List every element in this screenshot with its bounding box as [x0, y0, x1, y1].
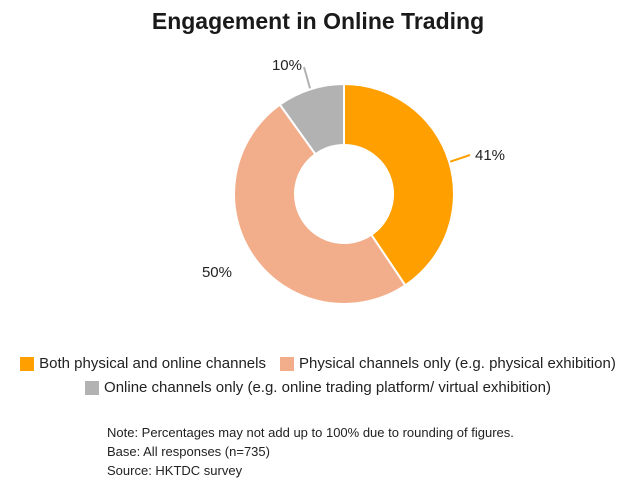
donut-slices — [233, 82, 455, 305]
label-online: 10% — [272, 57, 302, 74]
base-text: Base: All responses (n=735) — [107, 444, 270, 459]
leader-line-2 — [303, 66, 311, 89]
legend-label-both: Both physical and online channels — [39, 355, 266, 372]
source-text: Source: HKTDC survey — [107, 463, 243, 478]
legend-swatch-online — [85, 380, 100, 395]
donut-chart: 41% 50% 10% — [202, 57, 505, 305]
chart-notes: Note: Percentages may not add up to 100%… — [107, 423, 514, 480]
chart-title: Engagement in Online Trading — [151, 8, 485, 34]
slice-online — [278, 82, 345, 156]
legend-swatch-physical — [279, 356, 294, 371]
slice-labels: 41% 50% 10% — [202, 57, 505, 281]
label-both: 41% — [475, 147, 505, 164]
slice-physical — [233, 103, 407, 305]
note-text: Note: Percentages may not add up to 100%… — [107, 425, 514, 440]
legend-item-both: Both physical and online channels — [20, 355, 266, 372]
leader-line-0 — [449, 154, 471, 163]
legend-label-physical: Physical channels only (e.g. physical ex… — [298, 355, 616, 372]
legend-row-1: Both physical and online channels Physic… — [0, 355, 636, 372]
legend-item-physical: Physical channels only (e.g. physical ex… — [279, 355, 616, 372]
legend-row-2: Online channels only (e.g. online tradin… — [0, 379, 636, 396]
slice-both — [343, 82, 455, 287]
legend-label-online: Online channels only (e.g. online tradin… — [104, 379, 551, 396]
legend-swatch-both — [20, 356, 35, 371]
label-physical: 50% — [202, 264, 232, 281]
legend-item-online: Online channels only (e.g. online tradin… — [85, 379, 551, 396]
